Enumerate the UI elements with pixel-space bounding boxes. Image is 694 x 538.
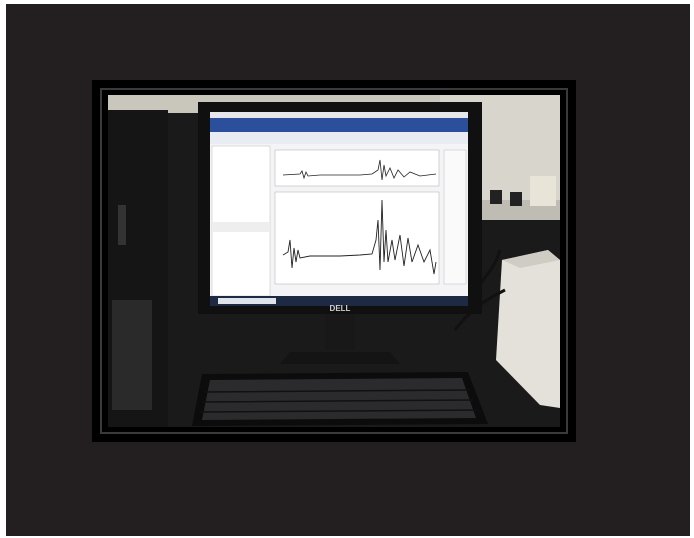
photo: DELL bbox=[108, 95, 560, 427]
keys bbox=[202, 378, 476, 420]
tower-ports bbox=[118, 205, 126, 245]
plot-top bbox=[275, 150, 439, 186]
box bbox=[530, 176, 556, 206]
tower-vent bbox=[112, 300, 152, 410]
plug bbox=[490, 190, 502, 204]
side-panel bbox=[212, 146, 270, 296]
page: DELL (() => { const data = JSON.parse(do… bbox=[0, 0, 694, 538]
properties-panel bbox=[444, 150, 466, 284]
monitor-stand bbox=[325, 314, 355, 350]
title-bar bbox=[210, 112, 468, 118]
plug bbox=[510, 192, 522, 206]
plot-bottom bbox=[275, 192, 439, 284]
ribbon bbox=[210, 118, 468, 132]
monitor-logo: DELL bbox=[330, 304, 351, 313]
search-box bbox=[218, 298, 276, 304]
stand-base bbox=[280, 352, 400, 364]
photo-frame: DELL bbox=[0, 0, 694, 538]
side-panel-section bbox=[212, 222, 270, 232]
menu-bar bbox=[210, 132, 468, 144]
